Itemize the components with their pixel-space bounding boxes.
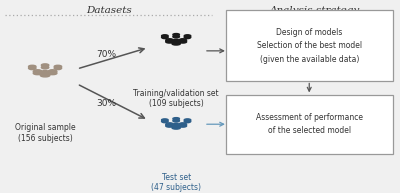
Circle shape <box>162 120 168 123</box>
Ellipse shape <box>166 125 174 127</box>
Circle shape <box>173 35 180 38</box>
Circle shape <box>41 66 49 69</box>
Ellipse shape <box>162 35 168 37</box>
Text: Assessment of performance
of the selected model: Assessment of performance of the selecte… <box>256 113 363 135</box>
Circle shape <box>179 123 186 126</box>
Circle shape <box>179 39 186 42</box>
Text: Analysis strategy: Analysis strategy <box>270 6 360 15</box>
Ellipse shape <box>184 35 191 37</box>
Ellipse shape <box>179 125 186 127</box>
Circle shape <box>172 40 180 43</box>
Circle shape <box>173 119 180 122</box>
FancyBboxPatch shape <box>226 10 393 81</box>
Ellipse shape <box>173 118 180 120</box>
Text: Design of models
Selection of the best model
(given the available data): Design of models Selection of the best m… <box>257 28 362 64</box>
Text: Test set
(47 subjects): Test set (47 subjects) <box>151 173 201 192</box>
Circle shape <box>40 71 50 74</box>
Text: 30%: 30% <box>96 99 117 108</box>
Circle shape <box>184 120 191 123</box>
Ellipse shape <box>162 119 168 121</box>
Circle shape <box>33 70 42 73</box>
Text: 70%: 70% <box>96 50 117 59</box>
Ellipse shape <box>54 65 62 68</box>
Text: Datasets: Datasets <box>86 6 132 15</box>
Ellipse shape <box>33 72 42 75</box>
Circle shape <box>162 36 168 39</box>
Circle shape <box>184 36 191 39</box>
Ellipse shape <box>172 126 180 129</box>
Ellipse shape <box>28 65 36 68</box>
Circle shape <box>28 67 36 70</box>
Ellipse shape <box>172 42 180 45</box>
Circle shape <box>166 123 174 126</box>
Ellipse shape <box>48 72 57 75</box>
Text: Original sample
(156 subjects): Original sample (156 subjects) <box>15 123 75 143</box>
Ellipse shape <box>179 41 186 43</box>
Circle shape <box>48 70 57 73</box>
Ellipse shape <box>166 41 174 43</box>
Ellipse shape <box>173 34 180 36</box>
FancyBboxPatch shape <box>226 95 393 154</box>
Circle shape <box>54 67 62 70</box>
Circle shape <box>166 39 174 42</box>
Circle shape <box>172 124 180 127</box>
Ellipse shape <box>41 64 49 66</box>
Ellipse shape <box>184 119 191 121</box>
Text: Training/validation set
(109 subjects): Training/validation set (109 subjects) <box>133 89 219 108</box>
Ellipse shape <box>40 74 50 77</box>
